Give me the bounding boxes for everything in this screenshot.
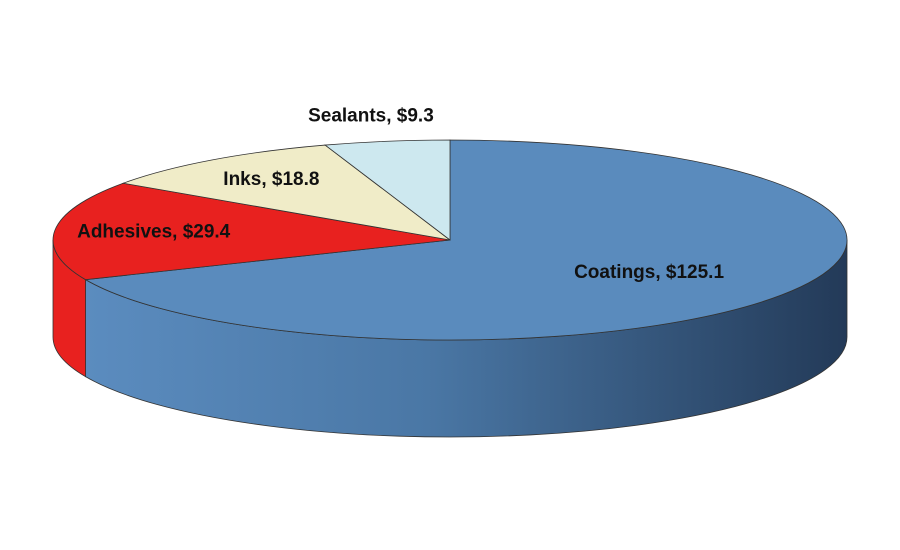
slice: [84, 139, 848, 341]
slice: [121, 144, 451, 241]
data-label: Inks, $18.8: [223, 169, 319, 190]
data-label: Coatings, $125.1: [574, 262, 724, 283]
slice: [52, 182, 451, 281]
data-label: Adhesives, $29.4: [77, 222, 231, 243]
slice: [324, 139, 451, 241]
data-label: Sealants, $9.3: [308, 106, 434, 127]
